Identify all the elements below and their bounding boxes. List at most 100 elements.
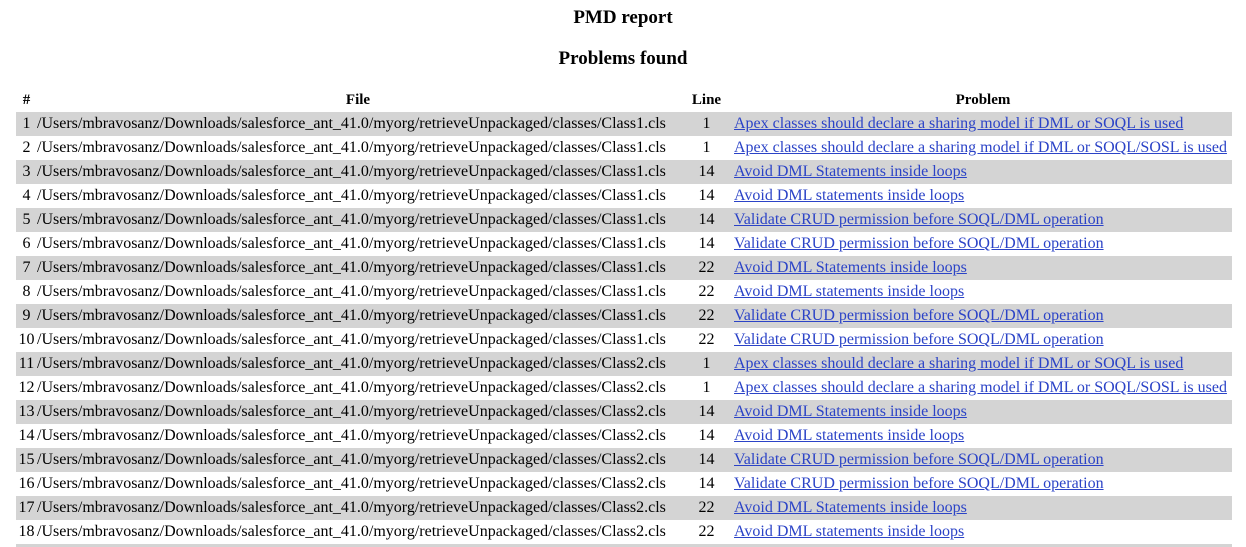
row-number: 16	[18, 475, 35, 492]
problem-cell: Validate CRUD permission before SOQL/DML…	[734, 208, 1232, 232]
file-path: /Users/mbravosanz/Downloads/salesforce_a…	[37, 256, 679, 280]
column-header-line: Line	[691, 91, 722, 108]
line-number: 1	[679, 352, 734, 376]
row-number: 9	[16, 304, 37, 328]
file-path: /Users/mbravosanz/Downloads/salesforce_a…	[37, 139, 666, 156]
file-path: /Users/mbravosanz/Downloads/salesforce_a…	[37, 448, 679, 472]
table-row: 11/Users/mbravosanz/Downloads/salesforce…	[16, 352, 1232, 376]
table-row: 12/Users/mbravosanz/Downloads/salesforce…	[16, 376, 1232, 400]
problem-link[interactable]: Apex classes should declare a sharing mo…	[734, 355, 1184, 372]
column-header-file: File	[345, 91, 371, 108]
table-row: 16/Users/mbravosanz/Downloads/salesforce…	[16, 472, 1232, 496]
table-row: 15/Users/mbravosanz/Downloads/salesforce…	[16, 448, 1232, 472]
file-path: /Users/mbravosanz/Downloads/salesforce_a…	[37, 475, 666, 492]
problem-cell: Apex classes should declare a sharing mo…	[734, 136, 1232, 160]
line-number: 14	[679, 448, 734, 472]
line-number: 1	[702, 139, 711, 156]
row-number: 18	[18, 523, 35, 540]
problem-link[interactable]: Validate CRUD permission before SOQL/DML…	[734, 307, 1104, 324]
row-number: 3	[16, 160, 37, 184]
file-path: /Users/mbravosanz/Downloads/salesforce_a…	[37, 496, 679, 520]
problem-link[interactable]: Avoid DML Statements inside loops	[734, 499, 967, 516]
row-number: 12	[18, 379, 35, 396]
problem-cell: Avoid DML statements inside loops	[734, 424, 1232, 448]
problem-cell: Validate CRUD permission before SOQL/DML…	[734, 232, 1232, 256]
table-row: 3/Users/mbravosanz/Downloads/salesforce_…	[16, 160, 1232, 184]
table-body: 1/Users/mbravosanz/Downloads/salesforce_…	[16, 112, 1232, 544]
line-number: 1	[679, 112, 734, 136]
row-number: 13	[16, 400, 37, 424]
problem-cell: Avoid DML statements inside loops	[734, 280, 1232, 304]
problem-cell: Avoid DML statements inside loops	[734, 184, 1232, 208]
line-number: 14	[698, 235, 715, 252]
row-number: 8	[22, 283, 31, 300]
problem-link[interactable]: Avoid DML Statements inside loops	[734, 163, 967, 180]
problem-link[interactable]: Avoid DML statements inside loops	[734, 283, 965, 300]
file-path: /Users/mbravosanz/Downloads/salesforce_a…	[37, 160, 679, 184]
file-path: /Users/mbravosanz/Downloads/salesforce_a…	[37, 187, 666, 204]
line-number: 22	[679, 304, 734, 328]
table-row: 7/Users/mbravosanz/Downloads/salesforce_…	[16, 256, 1232, 280]
line-number: 22	[698, 523, 715, 540]
problem-cell: Validate CRUD permission before SOQL/DML…	[734, 448, 1232, 472]
problem-link[interactable]: Avoid DML Statements inside loops	[734, 259, 967, 276]
table-row: 4/Users/mbravosanz/Downloads/salesforce_…	[16, 184, 1232, 208]
line-number: 22	[679, 256, 734, 280]
file-path: /Users/mbravosanz/Downloads/salesforce_a…	[37, 208, 679, 232]
section-heading: Problems found	[558, 48, 688, 69]
table-row: 5/Users/mbravosanz/Downloads/salesforce_…	[16, 208, 1232, 232]
line-number: 14	[679, 400, 734, 424]
row-number: 17	[16, 496, 37, 520]
problem-link[interactable]: Avoid DML Statements inside loops	[734, 403, 967, 420]
problem-link[interactable]: Avoid DML statements inside loops	[734, 427, 965, 444]
line-number: 1	[702, 379, 711, 396]
table-row: 1/Users/mbravosanz/Downloads/salesforce_…	[16, 112, 1232, 136]
table-row: 2/Users/mbravosanz/Downloads/salesforce_…	[16, 136, 1232, 160]
row-number: 11	[16, 352, 37, 376]
problem-cell: Avoid DML Statements inside loops	[734, 496, 1232, 520]
problem-link[interactable]: Validate CRUD permission before SOQL/DML…	[734, 451, 1104, 468]
row-number: 5	[16, 208, 37, 232]
problem-cell: Avoid DML Statements inside loops	[734, 160, 1232, 184]
line-number: 14	[679, 208, 734, 232]
problem-cell: Apex classes should declare a sharing mo…	[734, 112, 1232, 136]
file-path: /Users/mbravosanz/Downloads/salesforce_a…	[37, 427, 666, 444]
line-number: 14	[698, 187, 715, 204]
problem-cell: Avoid DML Statements inside loops	[734, 400, 1232, 424]
row-number: 14	[18, 427, 35, 444]
problem-link[interactable]: Validate CRUD permission before SOQL/DML…	[734, 331, 1104, 348]
problem-link[interactable]: Apex classes should declare a sharing mo…	[734, 379, 1227, 396]
column-header-num: #	[22, 91, 31, 108]
page-title: PMD report	[573, 7, 673, 28]
problem-link[interactable]: Apex classes should declare a sharing mo…	[734, 115, 1184, 132]
file-path: /Users/mbravosanz/Downloads/salesforce_a…	[37, 523, 666, 540]
line-number: 14	[698, 427, 715, 444]
problem-link[interactable]: Validate CRUD permission before SOQL/DML…	[734, 475, 1104, 492]
file-path: /Users/mbravosanz/Downloads/salesforce_a…	[37, 400, 679, 424]
file-path: /Users/mbravosanz/Downloads/salesforce_a…	[37, 379, 666, 396]
file-path: /Users/mbravosanz/Downloads/salesforce_a…	[37, 304, 679, 328]
line-number: 22	[698, 331, 715, 348]
problem-cell: Validate CRUD permission before SOQL/DML…	[734, 304, 1232, 328]
problem-link[interactable]: Apex classes should declare a sharing mo…	[734, 139, 1227, 156]
row-number: 7	[16, 256, 37, 280]
row-number: 1	[16, 112, 37, 136]
problem-link[interactable]: Avoid DML statements inside loops	[734, 523, 965, 540]
file-path: /Users/mbravosanz/Downloads/salesforce_a…	[37, 235, 666, 252]
line-number: 22	[679, 496, 734, 520]
table-row: 18/Users/mbravosanz/Downloads/salesforce…	[16, 520, 1232, 544]
problem-cell: Apex classes should declare a sharing mo…	[734, 376, 1232, 400]
table-header-row: # File Line Problem	[16, 88, 1232, 112]
problem-cell: Apex classes should declare a sharing mo…	[734, 352, 1232, 376]
problem-cell: Validate CRUD permission before SOQL/DML…	[734, 328, 1232, 352]
file-path: /Users/mbravosanz/Downloads/salesforce_a…	[37, 331, 666, 348]
problem-cell: Avoid DML Statements inside loops	[734, 256, 1232, 280]
column-header-problem: Problem	[955, 91, 1011, 108]
problem-link[interactable]: Validate CRUD permission before SOQL/DML…	[734, 235, 1104, 252]
file-path: /Users/mbravosanz/Downloads/salesforce_a…	[37, 352, 679, 376]
line-number: 14	[679, 160, 734, 184]
problem-link[interactable]: Avoid DML statements inside loops	[734, 187, 965, 204]
problem-link[interactable]: Validate CRUD permission before SOQL/DML…	[734, 211, 1104, 228]
problems-table: # File Line Problem 1/Users/mbravosanz/D…	[16, 88, 1232, 544]
table-overflow-row	[16, 544, 1232, 547]
